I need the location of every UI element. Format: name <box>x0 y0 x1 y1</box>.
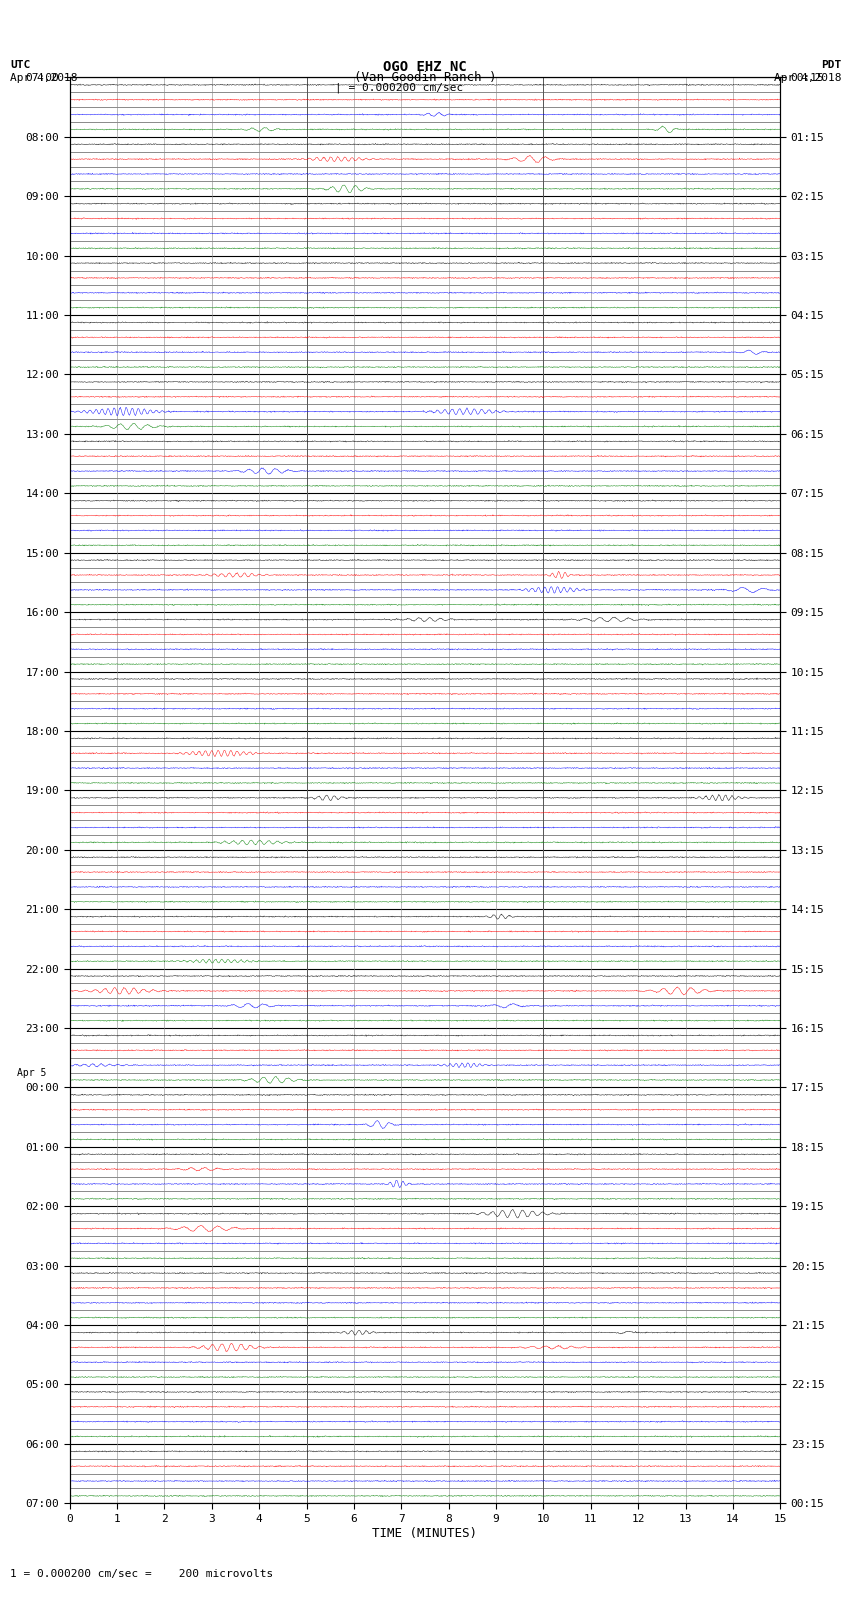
X-axis label: TIME (MINUTES): TIME (MINUTES) <box>372 1526 478 1539</box>
Text: UTC: UTC <box>10 60 31 69</box>
Text: | = 0.000200 cm/sec: | = 0.000200 cm/sec <box>336 82 463 94</box>
Text: PDT: PDT <box>821 60 842 69</box>
Text: OGO EHZ NC: OGO EHZ NC <box>383 60 467 74</box>
Text: Apr 4,2018: Apr 4,2018 <box>10 73 77 82</box>
Text: Apr 4,2018: Apr 4,2018 <box>774 73 842 82</box>
Text: 1 = 0.000200 cm/sec =    200 microvolts: 1 = 0.000200 cm/sec = 200 microvolts <box>10 1569 274 1579</box>
Text: Apr 5: Apr 5 <box>17 1068 46 1079</box>
Text: (Van Goodin Ranch ): (Van Goodin Ranch ) <box>354 71 496 84</box>
